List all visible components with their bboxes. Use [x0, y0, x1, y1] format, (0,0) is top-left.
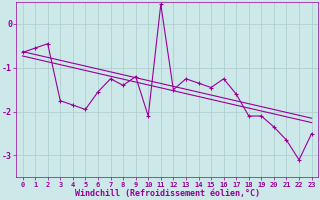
X-axis label: Windchill (Refroidissement éolien,°C): Windchill (Refroidissement éolien,°C) [75, 189, 260, 198]
